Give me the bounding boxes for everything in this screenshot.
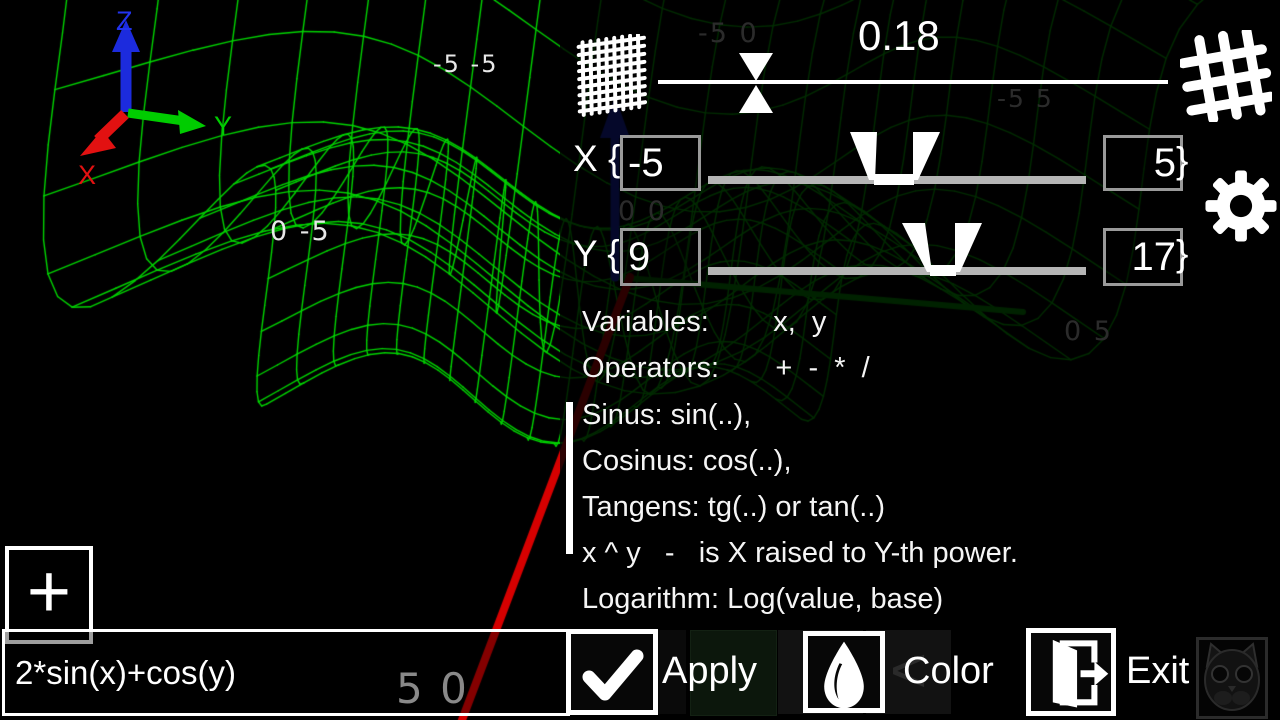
help-line: Logarithm: Log(value, base)	[582, 583, 944, 615]
y-range-selected-segment[interactable]	[930, 265, 956, 276]
cat-icon	[1204, 642, 1260, 711]
apply-button-label: Apply	[662, 650, 758, 692]
help-scrollbar[interactable]	[566, 402, 573, 554]
help-line: Tangens: tg(..) or tan(..)	[582, 491, 886, 523]
formula-input[interactable]: 2*sin(x)+cos(y)	[2, 629, 570, 716]
apply-button[interactable]	[566, 629, 658, 715]
help-line: x ^ y - is X raised to Y-th power.	[582, 537, 1018, 569]
color-button-label: Color	[903, 650, 994, 692]
y-range-close-brace: }	[1176, 233, 1189, 274]
triad-z-label: Z	[116, 6, 133, 36]
exit-door-icon	[1052, 639, 1109, 708]
x-min-input[interactable]: -5	[620, 135, 701, 191]
x-max-input[interactable]: 5	[1103, 135, 1183, 191]
add-function-button[interactable]: +	[5, 546, 93, 644]
help-line: Variables: x, y	[582, 306, 827, 338]
y-min-input[interactable]: 9	[620, 228, 701, 286]
detail-value: 0.18	[858, 12, 940, 59]
x-range-close-brace: }	[1176, 140, 1189, 181]
help-line: Sinus: sin(..),	[582, 399, 752, 431]
grid-toggle-icon[interactable]	[1180, 30, 1272, 122]
cat-thumbnail	[1196, 637, 1268, 719]
color-button[interactable]	[803, 631, 885, 713]
y-range-slider-track[interactable]	[708, 267, 1086, 275]
detail-slider-track[interactable]	[658, 80, 1168, 84]
detail-slider-handle[interactable]	[736, 52, 776, 114]
y-range-label: Y {	[573, 233, 620, 274]
surface-label: 0 -5	[270, 216, 331, 247]
triad-x-label: X	[78, 160, 96, 190]
exit-button[interactable]	[1026, 628, 1116, 716]
surface-label: 5 0	[396, 664, 469, 713]
check-icon	[582, 649, 644, 701]
surface-label: -5 -5	[433, 50, 499, 78]
y-range-slider-handles[interactable]	[897, 222, 992, 274]
axis-triad: Z Y X	[78, 6, 232, 190]
triad-y-label: Y	[214, 111, 232, 141]
x-range-slider-handles[interactable]	[845, 131, 945, 183]
y-max-input[interactable]: 17	[1103, 228, 1183, 286]
droplet-icon	[824, 641, 864, 709]
panel-dim-overlay	[560, 0, 1280, 720]
help-line: Operators: + - * /	[582, 352, 870, 384]
settings-gear-icon[interactable]	[1204, 166, 1278, 246]
exit-button-label: Exit	[1126, 650, 1190, 692]
mesh-density-icon[interactable]	[576, 34, 656, 118]
x-range-selected-segment[interactable]	[874, 174, 914, 185]
help-line: Cosinus: cos(..),	[582, 445, 792, 477]
x-range-label: X {	[573, 138, 621, 179]
faded-button-slot	[690, 630, 777, 716]
